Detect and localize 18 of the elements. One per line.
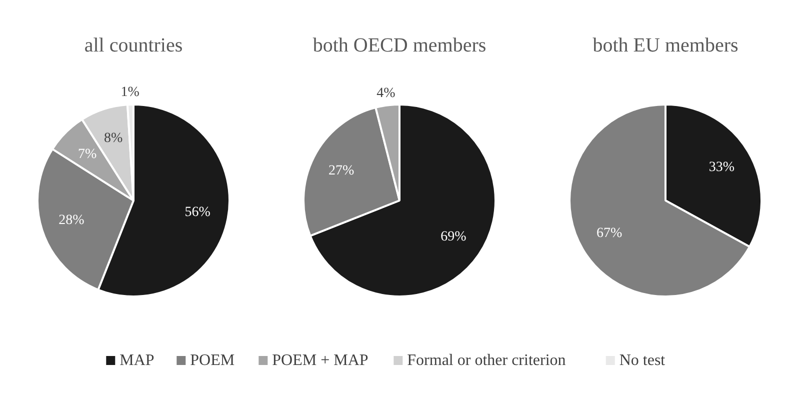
legend-label: MAP [120, 352, 154, 369]
legend-label: POEM [190, 352, 235, 369]
data-label: 56% [184, 205, 211, 220]
chart-title: both EU members [592, 34, 738, 56]
data-label: 67% [596, 226, 622, 242]
data-label: 4% [376, 86, 396, 101]
legend-label: POEM + MAP [272, 352, 368, 369]
data-label: 27% [328, 163, 355, 178]
data-label: 33% [708, 160, 735, 175]
legend-label: No test [619, 352, 666, 369]
data-label: 8% [104, 130, 123, 146]
legend-label: Formal or other criterion [407, 352, 566, 369]
chart-title: both OECD members [312, 34, 486, 56]
chart-title: all countries [84, 34, 183, 56]
data-label: 1% [120, 85, 140, 100]
data-label: 7% [78, 146, 98, 162]
data-label: 28% [58, 213, 85, 228]
data-label: 69% [440, 230, 467, 245]
